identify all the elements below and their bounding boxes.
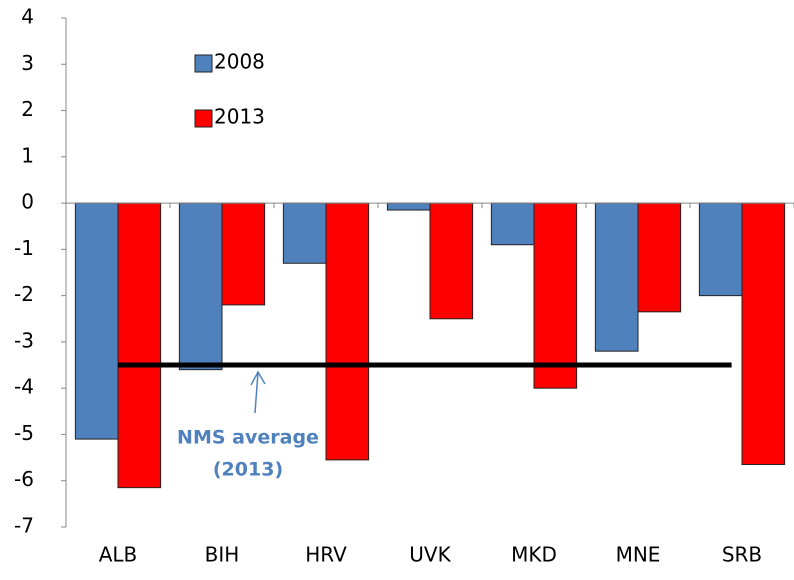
bar bbox=[533, 202, 578, 389]
y-tick-label: 2 bbox=[21, 97, 34, 121]
bar bbox=[429, 202, 474, 320]
bar bbox=[594, 202, 639, 352]
y-tick-label: -5 bbox=[14, 421, 34, 445]
x-tick-label: MNE bbox=[616, 543, 661, 567]
y-tick-label: -1 bbox=[14, 236, 34, 260]
annotation: NMS average bbox=[177, 427, 319, 449]
bar bbox=[74, 202, 119, 440]
y-tick-label: -4 bbox=[14, 375, 34, 399]
y-tick-label: 0 bbox=[21, 190, 34, 214]
legend-swatch bbox=[194, 109, 213, 128]
bar bbox=[221, 202, 266, 306]
bar bbox=[117, 202, 162, 489]
bar bbox=[386, 202, 431, 211]
y-tick-label: -3 bbox=[14, 328, 34, 352]
x-tick-label: MKD bbox=[511, 543, 557, 567]
bar bbox=[282, 202, 327, 264]
y-tick-label: 4 bbox=[21, 5, 34, 29]
y-tick-label: 1 bbox=[21, 143, 34, 167]
bar bbox=[325, 202, 370, 461]
bar bbox=[178, 202, 223, 371]
y-tick-label: 3 bbox=[21, 51, 34, 75]
bar bbox=[637, 202, 682, 313]
legend-label: 2013 bbox=[214, 105, 265, 129]
y-tick-label: -7 bbox=[14, 514, 34, 538]
legend-swatch bbox=[194, 54, 213, 73]
x-tick-label: SRB bbox=[722, 543, 762, 567]
x-tick-label: UVK bbox=[409, 543, 451, 567]
bar bbox=[698, 202, 743, 297]
bar bbox=[741, 202, 786, 466]
y-tick-label: -2 bbox=[14, 282, 34, 306]
x-tick-label: ALB bbox=[99, 543, 138, 567]
x-tick-label: HRV bbox=[305, 543, 347, 567]
y-tick-label: -6 bbox=[14, 467, 34, 491]
annotation-arrow bbox=[250, 370, 266, 414]
x-tick-label: BIH bbox=[205, 543, 240, 567]
legend-label: 2008 bbox=[214, 50, 265, 74]
bar bbox=[490, 202, 535, 246]
annotation: (2013) bbox=[213, 459, 283, 481]
